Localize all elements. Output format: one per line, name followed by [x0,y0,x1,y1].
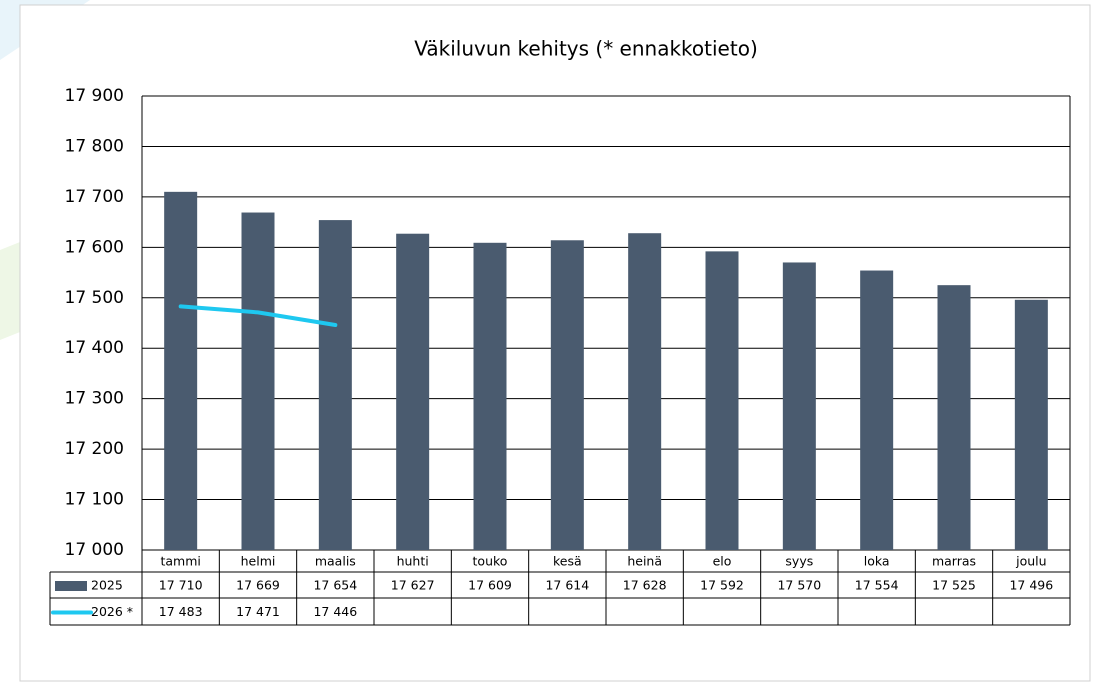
data-label: 17 483 [159,604,203,619]
data-label: 17 570 [777,578,821,593]
bar [473,242,507,550]
bar [1014,299,1048,550]
x-tick-label: marras [932,554,976,569]
y-tick-label: 17 200 [65,439,124,459]
data-label: 17 525 [932,578,976,593]
y-tick-label: 17 100 [65,490,124,510]
data-label: 17 446 [313,604,357,619]
x-tick-label: elo [713,554,732,569]
line [178,304,338,328]
x-tick-label: joulu [1015,554,1046,569]
x-tick-label: touko [473,554,508,569]
y-tick-label: 17 500 [65,288,124,308]
chart-title: Väkiluvun kehitys (* ennakkotieto) [414,37,758,61]
x-tick-label: tammi [160,554,200,569]
y-tick-label: 17 600 [65,237,124,257]
bar [937,285,971,550]
bar [550,240,584,550]
x-tick-label: huhti [397,554,429,569]
y-tick-label: 17 700 [65,187,124,207]
data-label: 17 628 [623,578,667,593]
data-label: 17 654 [313,578,357,593]
bar [396,233,430,551]
y-tick-label: 17 000 [65,540,124,560]
data-label: 17 614 [545,578,589,593]
legend-label: 2025 [91,578,123,593]
data-label: 17 592 [700,578,744,593]
bar [318,220,352,551]
x-tick-label: heinä [627,554,662,569]
y-tick-label: 17 900 [65,86,124,106]
legend-swatch [55,581,87,591]
decor [0,240,25,340]
bar [164,191,198,550]
data-label: 17 496 [1009,578,1053,593]
bar [241,212,275,550]
legend-label: 2026 * [91,604,133,619]
y-tick-label: 17 400 [65,338,124,358]
x-tick-label: loka [864,554,890,569]
x-tick-label: maalis [315,554,356,569]
bar [628,233,662,550]
data-label: 17 627 [391,578,435,593]
data-label: 17 609 [468,578,512,593]
data-label: 17 669 [236,578,280,593]
y-tick-label: 17 300 [65,389,124,409]
data-label: 17 554 [855,578,899,593]
bar [782,262,816,550]
x-tick-label: syys [785,554,813,569]
y-tick-label: 17 800 [65,136,124,156]
x-tick-label: helmi [241,554,276,569]
bar [860,270,894,550]
data-label: 17 710 [159,578,203,593]
x-tick-label: kesä [553,554,582,569]
data-label: 17 471 [236,604,280,619]
bar [705,251,739,550]
